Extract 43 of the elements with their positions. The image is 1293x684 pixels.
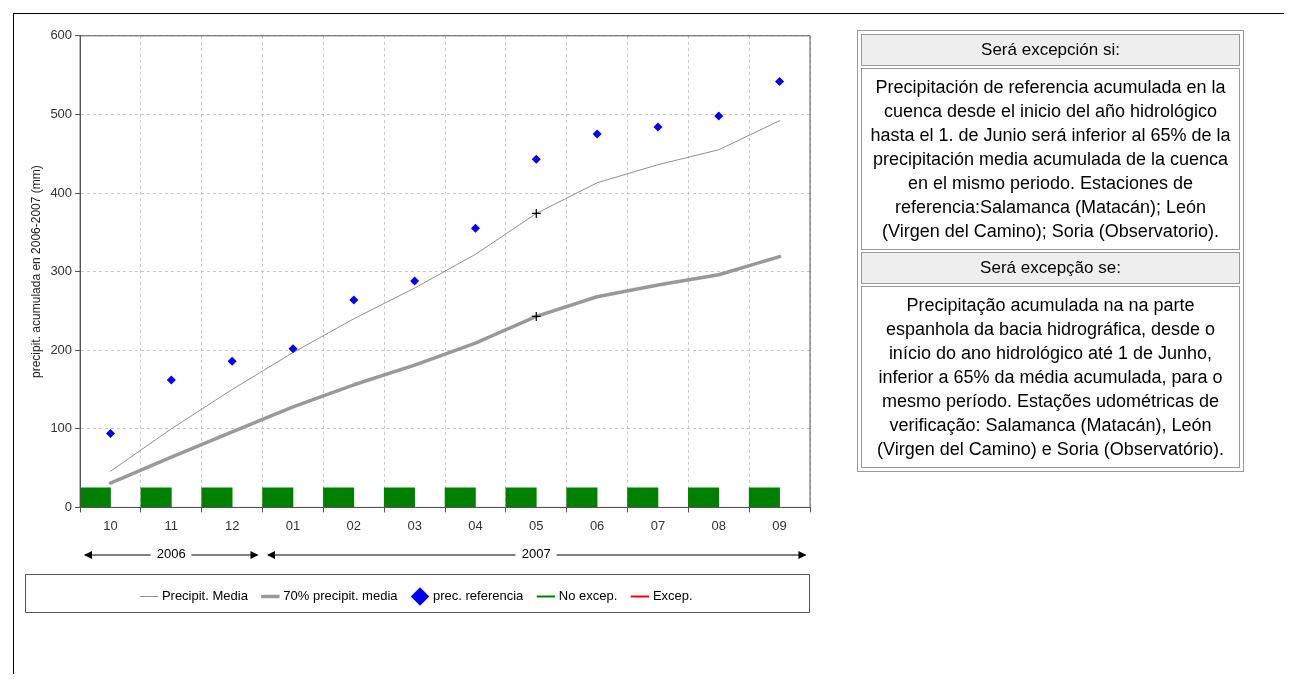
- point: [714, 111, 724, 121]
- point: [106, 429, 115, 439]
- point: [349, 295, 359, 305]
- y-tick-label: 400: [50, 184, 73, 200]
- x-tick-label: 04: [468, 517, 483, 533]
- x-tick-label: 10: [103, 517, 118, 533]
- legend-label: Excep.: [652, 588, 693, 604]
- point: [166, 375, 176, 385]
- text: Será excepción si:: [861, 34, 1240, 66]
- x-tick-label: 11: [164, 517, 179, 533]
- point: [653, 122, 663, 132]
- y-tick-label: 600: [50, 27, 73, 43]
- text: 2007: [515, 546, 557, 562]
- text: Será excepção se:: [861, 252, 1240, 284]
- x-tick-label: 07: [650, 517, 666, 533]
- legend-label: prec. referencia: [433, 588, 525, 604]
- x-tick-label: 12: [224, 517, 240, 533]
- x-tick-label: 02: [346, 517, 362, 533]
- x-tick-label: 05: [529, 517, 544, 533]
- point: [470, 223, 480, 233]
- y-tick-label: 0: [64, 498, 73, 514]
- point: [410, 276, 420, 286]
- x-tick-label: 01: [285, 517, 301, 533]
- text: Precipitación de referencia acumulada en la cuenca desde el inicio del año hidrológico hasta el 1. de Junio será inferior al 65% de la precipitación media acumulada de la cuenca en el mismo periodo. Estaciones de referencia:Salamanca (Matacán); León (Virgen del Camino); Soria (Observatorio).: [861, 68, 1240, 250]
- point: [227, 356, 237, 366]
- text: Precipitação acumulada na na parte espanhola da bacia hidrográfica, desde o início do ano hidrológico até 1 de Junho, inferior a 65% da média acumulada, para o mesmo período. Estações udométricas de verificação: Salamanca (Matacán), León (Virgen del Camino) e Soria (Observatório).: [861, 286, 1240, 468]
- y-axis-title: precipit. acumulada en 2006-2007 (mm): [28, 165, 43, 378]
- point: [531, 154, 541, 164]
- x-tick-label: 06: [589, 517, 605, 533]
- point: [775, 76, 785, 86]
- text: 2006: [150, 546, 192, 562]
- y-tick-label: 300: [50, 263, 73, 279]
- legend-label: Precipit. Media: [161, 588, 249, 604]
- x-tick-label: 08: [711, 517, 726, 533]
- y-tick-label: 200: [50, 341, 73, 357]
- x-tick-label: 03: [407, 517, 422, 533]
- y-tick-label: 100: [50, 420, 73, 436]
- legend-label: 70% precipit. media: [283, 588, 399, 604]
- point: [288, 344, 298, 354]
- point: [592, 129, 602, 139]
- x-tick-label: 09: [772, 517, 787, 533]
- legend-label: No excep.: [558, 588, 618, 604]
- y-tick-label: 500: [50, 105, 73, 121]
